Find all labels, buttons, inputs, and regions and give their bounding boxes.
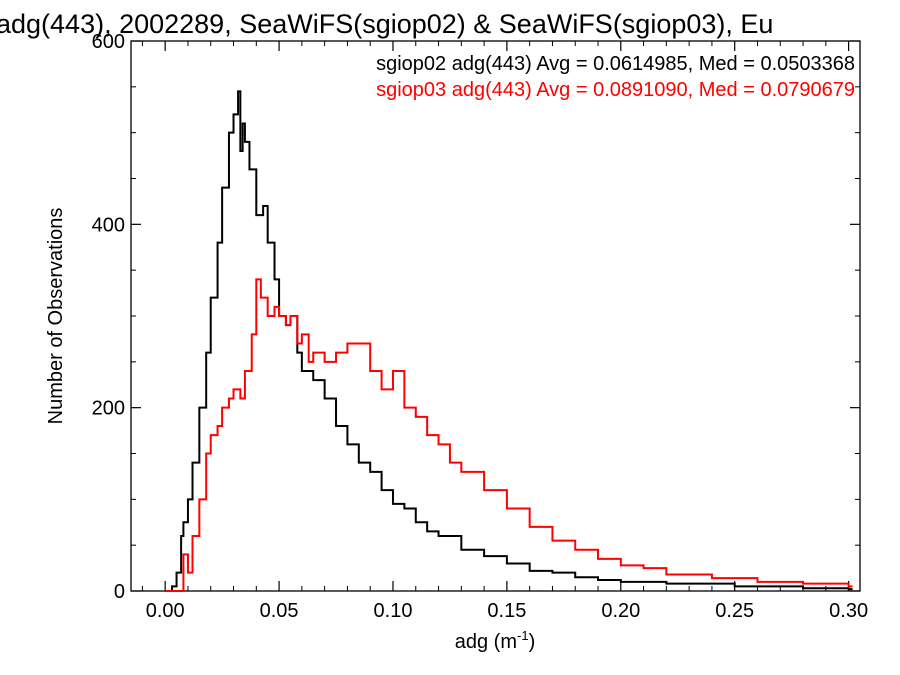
x-tick-labels: 0.00 0.05 0.10 0.15 0.20 0.25 0.30 <box>146 600 868 622</box>
y-tick-labels: 0 200 400 600 <box>92 31 125 603</box>
x-tick-label: 0.25 <box>715 600 754 622</box>
x-axis-label-base: adg (m <box>455 631 517 653</box>
x-tick-label: 0.30 <box>829 600 868 622</box>
x-axis-label-exponent: -1 <box>517 628 529 643</box>
series-sgiop02-line <box>165 90 853 592</box>
x-tick-label: 0.00 <box>146 600 185 622</box>
y-tick-label: 0 <box>114 581 125 603</box>
axis-ticks <box>131 40 860 592</box>
x-tick-label: 0.20 <box>601 600 640 622</box>
series-sgiop03-line <box>165 278 853 592</box>
y-axis-label: Number of Observations <box>45 208 67 425</box>
x-axis-label-close: ) <box>529 631 536 653</box>
x-tick-label: 0.10 <box>374 600 413 622</box>
x-tick-label: 0.05 <box>260 600 299 622</box>
legend-sgiop03: sgiop03 adg(443) Avg = 0.0891090, Med = … <box>376 79 855 101</box>
series-layer <box>165 90 853 592</box>
x-tick-label: 0.15 <box>487 600 526 622</box>
chart-title: adg(443), 2002289, SeaWiFS(sgiop02) & Se… <box>0 9 773 39</box>
y-tick-label: 200 <box>92 398 125 420</box>
y-tick-label: 600 <box>92 31 125 53</box>
y-tick-label: 400 <box>92 214 125 236</box>
legend-sgiop02: sgiop02 adg(443) Avg = 0.0614985, Med = … <box>376 53 855 75</box>
x-axis-label: adg (m-1) <box>455 628 535 653</box>
